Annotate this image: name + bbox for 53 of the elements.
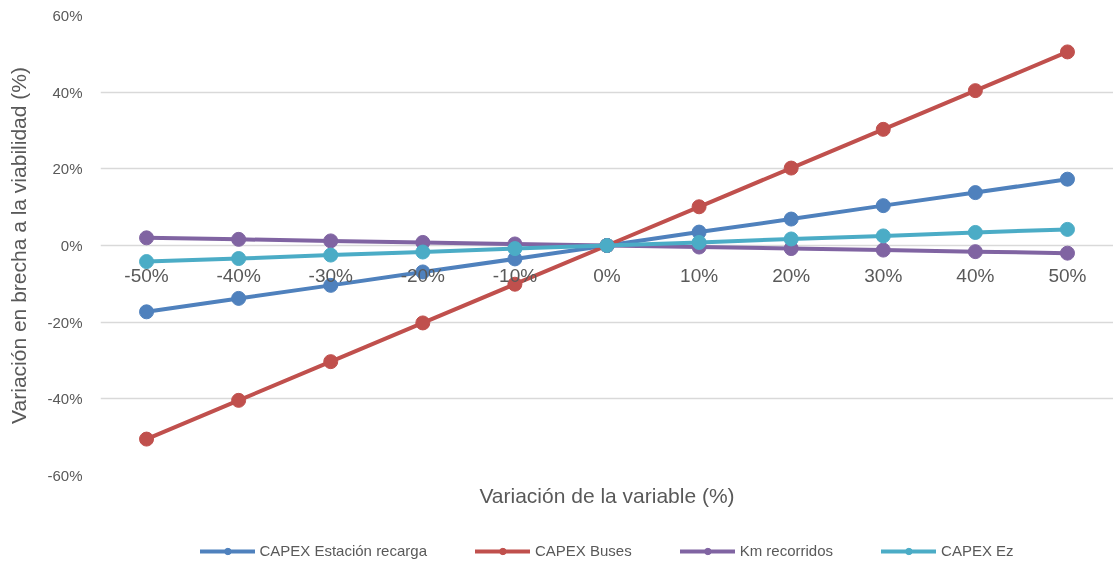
- point: [783, 211, 799, 227]
- point: [967, 185, 983, 201]
- point: [967, 224, 983, 240]
- legend-label: CAPEX Ez: [941, 542, 1014, 559]
- point: [967, 244, 983, 260]
- y-axis-title: Variación en brecha a la viabilidad (%): [7, 67, 31, 424]
- point: [139, 304, 155, 320]
- legend-label: CAPEX Buses: [534, 542, 632, 559]
- point: [875, 228, 891, 244]
- legend-label: CAPEX Estación recarga: [259, 542, 427, 559]
- point: [783, 231, 799, 247]
- point: [231, 231, 247, 247]
- y-tick-label: 0%: [60, 237, 83, 254]
- point: [231, 251, 247, 267]
- point: [415, 244, 431, 260]
- point: [1059, 245, 1075, 261]
- y-tick-label: -60%: [47, 467, 83, 484]
- point: [139, 254, 155, 270]
- point: [1059, 171, 1075, 187]
- point: [323, 247, 339, 263]
- y-tick-label: 60%: [52, 7, 83, 24]
- y-tick-label: -20%: [47, 313, 83, 331]
- x-tick-label: 10%: [680, 264, 719, 286]
- point: [323, 233, 339, 249]
- point: [783, 160, 799, 176]
- point: [139, 230, 155, 246]
- x-tick-label: 50%: [1048, 264, 1087, 286]
- point: [875, 198, 891, 214]
- point: [691, 199, 707, 215]
- point: [323, 354, 339, 370]
- point: [507, 241, 523, 257]
- point: [139, 431, 155, 447]
- x-tick-label: 0%: [593, 264, 621, 286]
- y-tick-label: 40%: [52, 83, 83, 101]
- point: [1059, 221, 1075, 237]
- point: [875, 121, 891, 137]
- point: [231, 392, 247, 408]
- x-tick-label: 40%: [956, 264, 995, 286]
- point: [415, 315, 431, 331]
- y-tick-label: 20%: [52, 160, 83, 178]
- x-axis-title: Variación de la variable (%): [479, 483, 735, 507]
- point: [1059, 44, 1075, 60]
- point: [875, 242, 891, 258]
- point: [691, 234, 707, 250]
- x-tick-label: 30%: [864, 264, 903, 286]
- x-tick-label: 20%: [772, 264, 811, 286]
- x-tick-label: -30%: [308, 264, 354, 286]
- point: [967, 83, 983, 99]
- x-tick-label: -40%: [216, 264, 261, 286]
- x-tick-label: -50%: [124, 264, 169, 286]
- point: [231, 290, 247, 306]
- y-tick-label: -40%: [47, 390, 83, 408]
- legend-label: Km recorridos: [739, 542, 834, 559]
